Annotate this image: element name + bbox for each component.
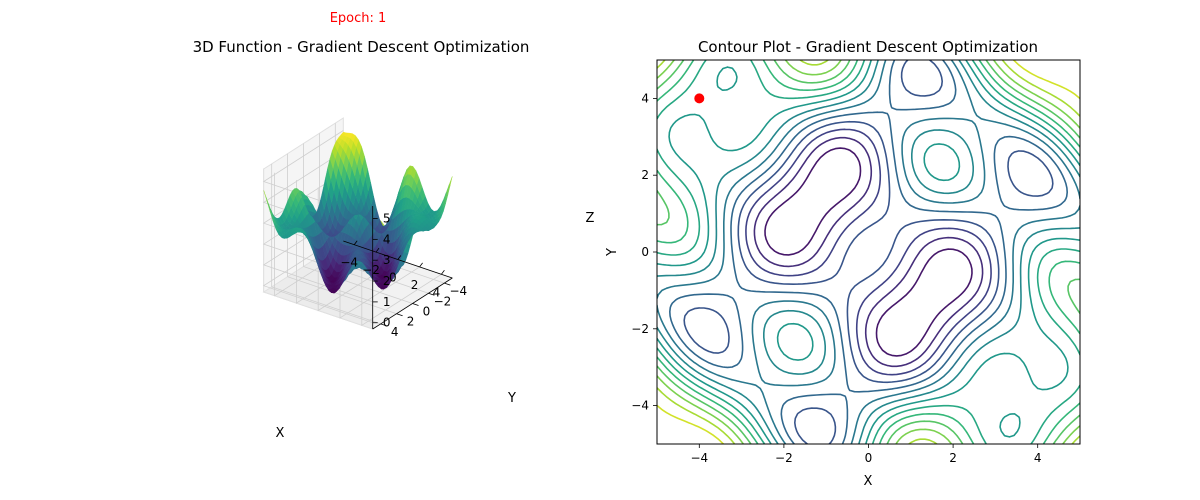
surface-chart: 3D Function - Gradient Descent Optimizat… <box>193 38 595 441</box>
contour-line <box>657 60 1080 444</box>
z-tick-label: 0 <box>383 316 391 330</box>
surface-facet <box>340 131 347 136</box>
current-point-marker <box>694 93 705 104</box>
surface-zlabel: Z <box>586 211 595 226</box>
contour-line <box>657 60 1080 444</box>
contour-x-tick-label: 0 <box>865 451 873 465</box>
contour-x-tick-label: 2 <box>949 451 957 465</box>
y-tick <box>396 313 403 317</box>
contour-title: Contour Plot - Gradient Descent Optimiza… <box>698 38 1038 56</box>
epoch-label: Epoch: 1 <box>329 11 387 26</box>
grid-line-y <box>303 143 413 304</box>
contour-line <box>657 60 1080 444</box>
surface-title: 3D Function - Gradient Descent Optimizat… <box>193 38 530 56</box>
contour-line <box>669 60 1068 444</box>
x-tick <box>375 247 380 253</box>
x-tick <box>419 262 423 268</box>
x-tick <box>441 270 445 275</box>
contour-chart: Contour Plot - Gradient Descent Optimiza… <box>605 38 1081 489</box>
grid-line-y <box>287 153 397 315</box>
x-tick <box>397 255 402 260</box>
surface-ylabel: Y <box>507 391 516 406</box>
contour-y-tick-label: −2 <box>631 322 649 336</box>
contour-y-tick-label: 4 <box>641 91 649 105</box>
z-tick-label: 4 <box>383 232 391 246</box>
y-tick <box>380 323 387 327</box>
contour-ylabel: Y <box>605 248 620 257</box>
x-tick-label: 0 <box>389 271 397 285</box>
contour-line <box>657 60 1080 444</box>
contour-line <box>764 147 973 357</box>
z-tick-label: 5 <box>383 212 391 226</box>
z-tick-label: 3 <box>383 253 391 267</box>
contour-xlabel: X <box>864 474 873 489</box>
contour-y-tick-label: 2 <box>641 168 649 182</box>
contour-line <box>745 128 992 376</box>
y-tick-label: −4 <box>449 284 467 298</box>
x-tick-label: 2 <box>411 278 419 292</box>
y-tick-label: 2 <box>407 315 415 329</box>
y-tick-label: −2 <box>434 294 452 308</box>
contour-y-tick-label: −4 <box>631 399 649 413</box>
contour-x-tick-label: −2 <box>775 451 793 465</box>
contour-line <box>657 60 1080 444</box>
contour-frame <box>656 59 1081 445</box>
contour-line <box>657 60 1080 444</box>
z-tick-label: 1 <box>383 295 391 309</box>
y-tick-label: 4 <box>391 325 399 339</box>
x-tick-label: −2 <box>362 263 380 277</box>
contour-line <box>753 136 984 368</box>
contour-y-tick-label: 0 <box>641 245 649 259</box>
contour-x-tick-label: 4 <box>1034 451 1042 465</box>
surface-xlabel: X <box>276 426 285 441</box>
contour-line <box>657 60 1080 444</box>
contour-line <box>683 60 1054 444</box>
z-tick-label: 2 <box>383 274 391 288</box>
y-tick-label: 0 <box>423 305 431 319</box>
y-tick <box>412 303 419 306</box>
y-tick <box>444 282 451 286</box>
x-tick-label: 4 <box>433 285 441 299</box>
contour-line <box>657 60 1080 444</box>
contour-x-tick-label: −4 <box>690 451 708 465</box>
contour-line <box>657 60 1080 444</box>
x-tick <box>353 240 358 245</box>
x-tick-label: −4 <box>340 256 358 270</box>
y-tick <box>428 292 435 296</box>
